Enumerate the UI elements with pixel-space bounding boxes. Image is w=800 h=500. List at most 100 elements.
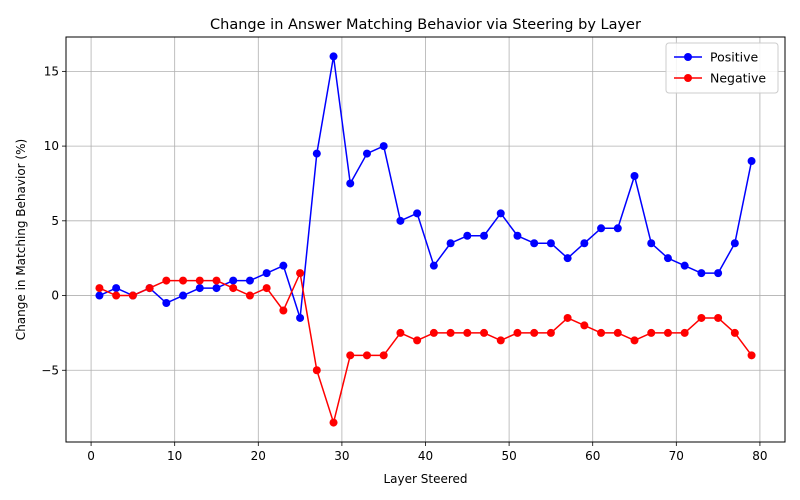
data-point-positive	[413, 209, 422, 218]
data-point-positive	[212, 284, 221, 293]
data-point-positive	[530, 239, 539, 248]
data-point-positive	[714, 269, 723, 278]
x-tick-label: 50	[501, 449, 516, 463]
data-point-positive	[680, 261, 689, 270]
data-point-positive	[747, 157, 756, 166]
data-point-positive	[546, 239, 555, 248]
data-point-negative	[262, 284, 271, 293]
y-tick-label: 0	[51, 289, 59, 303]
data-point-negative	[128, 291, 137, 300]
data-point-positive	[697, 269, 706, 278]
data-point-negative	[279, 306, 288, 315]
data-point-negative	[663, 328, 672, 337]
series-negative	[95, 269, 756, 427]
data-point-positive	[229, 276, 238, 285]
data-point-negative	[145, 284, 154, 293]
data-point-positive	[312, 149, 321, 158]
y-axis-title: Change in Matching Behavior (%)	[14, 139, 28, 340]
data-point-negative	[362, 351, 371, 360]
data-point-positive	[663, 254, 672, 263]
data-point-negative	[245, 291, 254, 300]
data-point-positive	[95, 291, 104, 300]
data-point-negative	[563, 313, 572, 322]
data-point-positive	[613, 224, 622, 233]
x-tick-label: 60	[585, 449, 600, 463]
y-tick-label: 15	[44, 64, 59, 78]
data-point-positive	[513, 231, 522, 240]
data-point-negative	[647, 328, 656, 337]
y-tick-label: 5	[51, 214, 59, 228]
data-point-negative	[95, 284, 104, 293]
data-point-positive	[597, 224, 606, 233]
data-point-negative	[413, 336, 422, 345]
x-tick-label: 10	[167, 449, 182, 463]
data-point-positive	[296, 313, 305, 322]
data-point-positive	[379, 142, 388, 151]
data-point-positive	[463, 231, 472, 240]
legend-label: Negative	[710, 71, 766, 86]
data-point-negative	[329, 418, 338, 427]
data-point-negative	[446, 328, 455, 337]
data-point-negative	[179, 276, 188, 285]
x-tick-label: 0	[87, 449, 95, 463]
x-tick-label: 20	[251, 449, 266, 463]
data-point-negative	[530, 328, 539, 337]
series-layer	[95, 52, 756, 427]
series-line-positive	[99, 55, 753, 319]
x-tick-label: 80	[752, 449, 767, 463]
legend-marker	[684, 53, 692, 61]
data-point-negative	[162, 276, 171, 285]
data-point-positive	[647, 239, 656, 248]
data-point-negative	[480, 328, 489, 337]
data-point-positive	[179, 291, 188, 300]
data-point-negative	[212, 276, 221, 285]
data-point-positive	[630, 171, 639, 180]
data-point-positive	[245, 276, 254, 285]
legend: Positive Negative	[665, 42, 779, 94]
legend-box	[665, 42, 779, 94]
chart-title: Change in Answer Matching Behavior via S…	[210, 17, 641, 33]
data-point-negative	[680, 328, 689, 337]
x-axis-title: Layer Steered	[383, 472, 467, 486]
data-point-negative	[379, 351, 388, 360]
data-point-positive	[563, 254, 572, 263]
legend-entry-positive: Positive	[674, 50, 758, 65]
data-point-negative	[580, 321, 589, 330]
data-point-negative	[396, 328, 405, 337]
data-point-negative	[714, 313, 723, 322]
data-point-negative	[346, 351, 355, 360]
y-axis: −5 0 5 10 15	[41, 64, 66, 377]
series-positive	[95, 52, 756, 322]
data-point-negative	[747, 351, 756, 360]
data-point-negative	[429, 328, 438, 337]
data-point-negative	[229, 284, 238, 293]
data-point-negative	[546, 328, 555, 337]
data-point-negative	[697, 313, 706, 322]
data-point-positive	[329, 52, 338, 61]
data-point-positive	[396, 216, 405, 225]
legend-label: Positive	[710, 50, 758, 65]
data-point-negative	[195, 276, 204, 285]
data-point-positive	[195, 284, 204, 293]
data-point-positive	[446, 239, 455, 248]
series-line-negative	[99, 272, 753, 424]
x-axis: 0 10 20 30 40 50 60 70 80	[87, 442, 768, 463]
data-point-negative	[112, 291, 121, 300]
data-point-positive	[262, 269, 271, 278]
y-tick-label: 10	[44, 139, 59, 153]
data-point-positive	[580, 239, 589, 248]
data-point-positive	[429, 261, 438, 270]
x-tick-label: 40	[418, 449, 433, 463]
legend-marker	[684, 74, 692, 82]
data-point-positive	[279, 261, 288, 270]
data-point-positive	[362, 149, 371, 158]
data-point-negative	[463, 328, 472, 337]
legend-entry-negative: Negative	[674, 71, 766, 86]
data-point-negative	[730, 328, 739, 337]
x-tick-label: 30	[334, 449, 349, 463]
data-point-negative	[312, 366, 321, 375]
data-point-positive	[496, 209, 505, 218]
data-point-positive	[162, 299, 171, 308]
data-point-positive	[346, 179, 355, 188]
